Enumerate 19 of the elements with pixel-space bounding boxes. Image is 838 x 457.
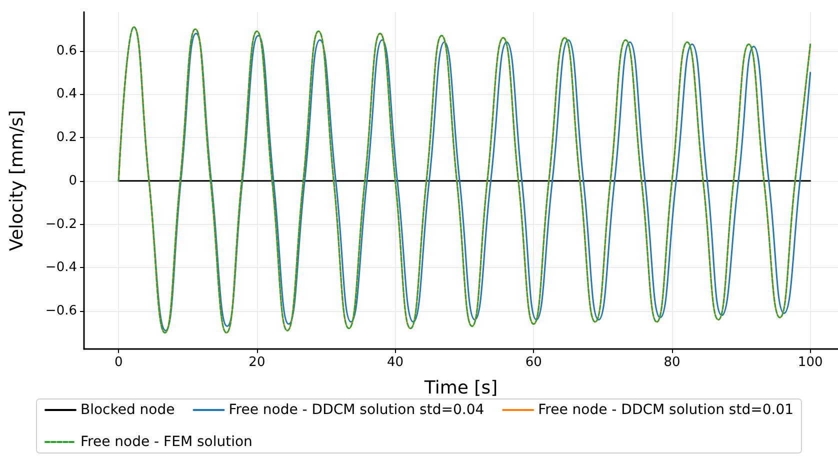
x-tick-label: 20: [248, 355, 266, 370]
x-axis-title: Time [s]: [423, 378, 498, 398]
x-tick-label: 40: [387, 355, 404, 370]
y-tick-label: 0.2: [56, 130, 77, 146]
legend-label: Free node - DDCM solution std=0.04: [228, 402, 484, 418]
y-tick-label: −0.6: [45, 304, 77, 319]
legend-label: Free node - FEM solution: [80, 434, 252, 450]
x-tick-label: 100: [798, 355, 823, 370]
y-tick-label: 0: [68, 173, 77, 188]
legend-label: Free node - DDCM solution std=0.01: [538, 402, 794, 418]
x-tick-label: 60: [525, 355, 542, 370]
legend-label: Blocked node: [80, 402, 175, 418]
y-tick-label: −0.4: [45, 260, 77, 276]
y-tick-label: −0.2: [45, 216, 77, 232]
y-tick-label: 0.4: [56, 86, 77, 102]
y-tick-label: 0.6: [56, 43, 77, 58]
x-tick-label: 80: [664, 355, 680, 370]
x-tick-label: 0: [114, 355, 123, 370]
y-axis-title: Velocity [mm/s]: [6, 110, 28, 251]
